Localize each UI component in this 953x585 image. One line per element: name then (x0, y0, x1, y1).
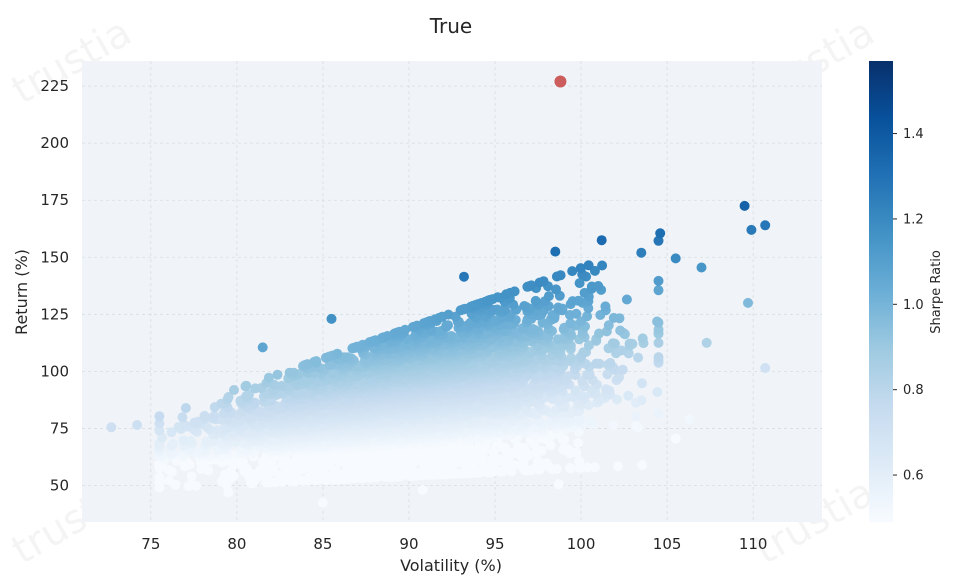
portfolio-point (530, 295, 541, 306)
portfolio-point (541, 458, 552, 469)
portfolio-point (332, 348, 343, 359)
portfolio-point (615, 325, 626, 336)
portfolio-point (320, 470, 331, 481)
portfolio-point (417, 485, 428, 495)
portfolio-point (519, 301, 530, 311)
portfolio-point (499, 442, 510, 453)
portfolio-point (574, 456, 585, 467)
portfolio-point (565, 462, 576, 473)
portfolio-point (701, 337, 712, 348)
portfolio-point (605, 358, 616, 368)
portfolio-point (653, 408, 664, 419)
portfolio-point (443, 320, 453, 331)
portfolio-point (652, 316, 663, 327)
portfolio-point (164, 475, 174, 486)
portfolio-point (623, 390, 634, 401)
portfolio-point (487, 454, 498, 465)
portfolio-point (636, 395, 647, 406)
portfolio-point (257, 342, 268, 353)
portfolio-point (553, 302, 564, 313)
portfolio-point (311, 356, 322, 367)
portfolio-point (624, 338, 635, 349)
portfolio-point (154, 411, 165, 422)
portfolio-point (288, 367, 299, 378)
portfolio-point (637, 460, 648, 471)
portfolio-point (263, 372, 274, 383)
portfolio-point (180, 403, 191, 413)
portfolio-point (199, 410, 210, 421)
portfolio-point (154, 418, 165, 429)
portfolio-point (317, 497, 328, 508)
portfolio-point (591, 358, 602, 369)
scatter-points (106, 75, 771, 508)
portfolio-point (177, 412, 188, 423)
portfolio-point (601, 384, 612, 395)
portfolio-point (600, 301, 611, 312)
portfolio-point (326, 313, 337, 324)
portfolio-point (154, 425, 165, 436)
portfolio-point (272, 369, 283, 380)
portfolio-point (241, 380, 252, 391)
portfolio-point (608, 420, 619, 431)
portfolio-point (760, 363, 771, 373)
portfolio-point (571, 447, 582, 458)
portfolio-point (154, 472, 165, 483)
portfolio-point (573, 295, 584, 306)
portfolio-point (443, 309, 454, 320)
portfolio-point (637, 333, 648, 344)
portfolio-point (536, 445, 547, 456)
portfolio-point (513, 441, 523, 452)
portfolio-point (186, 479, 197, 490)
portfolio-point (631, 420, 642, 431)
portfolio-point (613, 461, 623, 472)
portfolio-point (163, 465, 174, 476)
portfolio-point (471, 464, 482, 475)
portfolio-point (582, 462, 593, 473)
portfolio-point (743, 297, 753, 308)
portfolio-point (186, 471, 197, 482)
portfolio-point (185, 435, 196, 446)
portfolio-point (528, 464, 539, 475)
portfolio-point (653, 352, 664, 363)
portfolio-point (586, 416, 597, 427)
portfolio-point (132, 420, 143, 430)
portfolio-point (209, 410, 220, 421)
portfolio-point (229, 385, 239, 395)
portfolio-point (545, 440, 556, 451)
portfolio-point (607, 338, 618, 349)
portfolio-point (223, 487, 234, 498)
portfolio-point (637, 378, 647, 389)
portfolio-point (589, 462, 600, 473)
portfolio-point (166, 427, 177, 438)
portfolio-point (563, 444, 574, 455)
portfolio-point (553, 479, 564, 490)
portfolio-point (295, 475, 306, 486)
portfolio-point (168, 438, 178, 449)
portfolio-point (608, 312, 619, 323)
portfolio-point (179, 420, 190, 430)
portfolio-point (652, 387, 663, 397)
portfolio-point (106, 422, 117, 433)
portfolio-point (566, 352, 577, 363)
portfolio-point (630, 410, 641, 421)
portfolio-point (479, 460, 490, 471)
portfolio-point (670, 433, 681, 444)
portfolio-point (573, 438, 584, 448)
portfolio-point (571, 308, 582, 319)
portfolio-point (532, 455, 543, 466)
portfolio-point (551, 464, 562, 474)
portfolio-point (178, 435, 189, 446)
portfolio-point (684, 414, 695, 425)
portfolio-point (633, 352, 644, 363)
portfolio-point (653, 337, 664, 348)
portfolio-point (418, 465, 429, 476)
